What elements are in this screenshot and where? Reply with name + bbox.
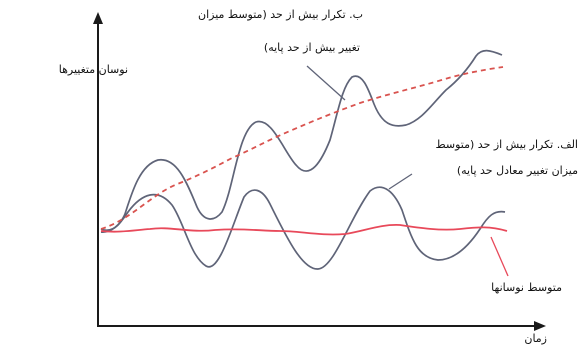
annotation-a: الف. تکرار بیش از حد (متوسط	[435, 138, 578, 152]
annotation-b-line2: تغییر بیش از حد پایه)	[263, 41, 360, 54]
mean-line	[100, 224, 508, 236]
y-axis-arrow	[93, 12, 103, 24]
annotation-a-line1: الف. تکرار بیش از حد (متوسط	[435, 138, 578, 151]
annotation-a-2: میزان تغییر معادل حد پایه)	[457, 164, 578, 178]
x-axis-arrow	[534, 321, 546, 331]
mean-label: متوسط نوسانها	[491, 281, 562, 294]
pointer-b	[306, 65, 346, 101]
annotation-b: ب. تکرار بیش از حد (متوسط میزان	[198, 8, 363, 22]
curve-b-oscillation	[100, 49, 503, 232]
pointer-a	[388, 173, 413, 190]
pointer-mean	[490, 236, 509, 277]
x-axis-label: زمان	[524, 332, 547, 345]
annotation-a-line2: میزان تغییر معادل حد پایه)	[456, 164, 578, 177]
curve-a-oscillation	[100, 186, 506, 270]
annotation-b-2: تغییر بیش از حد پایه)	[264, 41, 360, 55]
annotation-b-line1: ب. تکرار بیش از حد (متوسط میزان	[197, 8, 363, 21]
y-axis-label: نوسان متغییرها	[58, 63, 128, 76]
